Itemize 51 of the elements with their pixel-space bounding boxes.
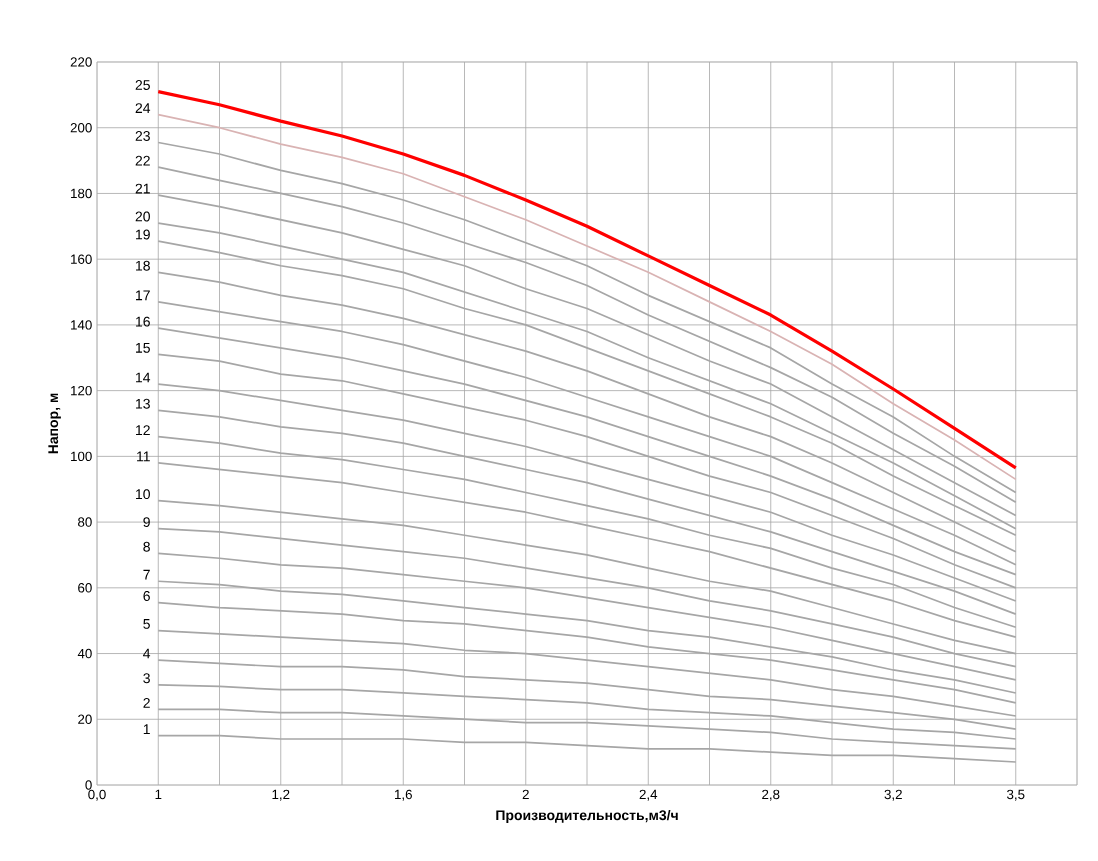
y-tick-label: 120 [71,385,92,396]
series-label: 15 [136,343,150,353]
series-label: 1 [143,724,150,734]
series-label: 4 [143,648,151,659]
x-tick-label: 1,6 [395,789,412,801]
y-tick-label: 60 [78,583,92,593]
y-axis-title: Напор, м [48,393,61,454]
series-label: 12 [136,425,150,435]
y-tick-label: 20 [78,714,92,724]
series-label: 23 [135,130,150,141]
series-label: 3 [143,673,150,684]
series-label: 24 [135,103,151,113]
x-tick-label: 2,4 [639,789,658,801]
y-tick-label: 180 [71,188,92,199]
x-tick-label: 3,5 [1007,789,1025,801]
y-tick-label: 160 [71,254,92,264]
series-label: 16 [136,316,150,327]
series-label: 11 [137,451,150,462]
series-label: 21 [135,183,150,194]
y-tick-label: 40 [77,648,92,659]
y-tick-label: 100 [71,451,92,462]
series-label: 14 [136,372,151,383]
x-tick-label: 3,2 [884,789,902,801]
x-axis-title: Производительность,м3/ч [496,809,678,823]
series-label: 13 [136,398,150,409]
x-tick-label: 0,0 [88,789,106,801]
series-label: 6 [143,591,150,601]
series-label: 20 [135,211,150,222]
y-tick-label: 140 [71,320,92,330]
series-label: 5 [143,619,150,629]
x-tick-label: 1 [155,789,162,799]
series-label: 8 [143,541,150,552]
series-label: 17 [136,290,150,301]
y-tick-label: 80 [78,517,92,527]
x-tick-label: 2 [522,789,529,800]
series-label: 10 [136,489,150,500]
series-label: 2 [143,697,150,708]
series-label: 9 [143,517,150,528]
series-label: 18 [136,260,150,271]
y-tick-label: 200 [70,123,92,133]
line-series [157,659,1017,730]
series-label: 7 [143,569,150,580]
x-tick-label: 2,8 [762,789,780,801]
y-tick-label: 0 [85,780,92,790]
series-label: 19 [136,229,150,240]
y-tick-label: 220 [70,57,92,67]
line-series [157,683,1017,740]
series-label: 22 [135,155,150,166]
line-series [157,435,1017,629]
series-label: 25 [135,80,150,90]
x-tick-label: 1,2 [272,789,290,801]
